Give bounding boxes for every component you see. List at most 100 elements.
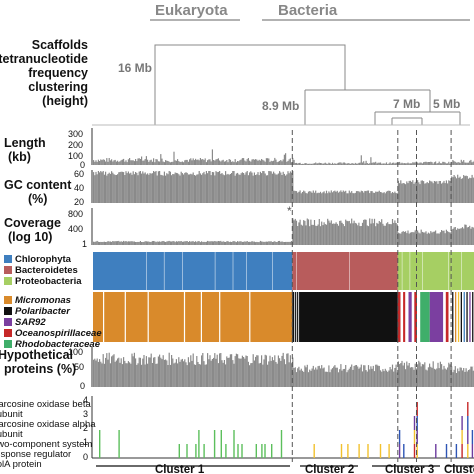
gene-bar [398, 444, 401, 458]
genus-gap [219, 292, 221, 342]
length-bar [322, 163, 324, 165]
length-bar [151, 161, 153, 165]
hypothetical-proteins-bar [471, 366, 473, 387]
gc-content-bar [358, 191, 360, 203]
hypothetical-proteins-bar [376, 364, 378, 387]
length-bar [367, 163, 370, 165]
coverage-bar [418, 232, 420, 245]
length-bar [353, 164, 355, 165]
length-bar [351, 163, 353, 165]
gc-content-bar [423, 181, 425, 203]
gc-content-bar [232, 171, 234, 203]
genus-segment [457, 292, 460, 342]
genus-segment [472, 292, 474, 342]
genus-stripe [93, 292, 474, 342]
hyp-tick-50: 50 [74, 362, 84, 372]
gc-content-bar [156, 175, 158, 203]
hypothetical-proteins-bar [339, 369, 341, 387]
coverage-bar [406, 233, 408, 245]
length-bar [235, 162, 237, 165]
coverage-bar [154, 241, 156, 245]
genus-gap [296, 292, 298, 342]
gene-bar [118, 430, 120, 458]
coverage-bar [407, 230, 409, 245]
hypothetical-proteins-bar [400, 363, 402, 387]
dendrogram [92, 44, 470, 126]
gene-bar [237, 444, 239, 458]
length-bar [331, 162, 334, 165]
gene-bar [467, 430, 469, 444]
length-bar [96, 161, 98, 165]
hypothetical-proteins-bar [403, 362, 405, 387]
hypothetical-proteins-bar [430, 366, 432, 387]
gc-content-bar [470, 178, 472, 203]
gc-content-bar [408, 180, 410, 203]
hypothetical-proteins-bar [229, 354, 231, 387]
gc-content-bar [268, 171, 270, 203]
hypothetical-proteins-bar [323, 367, 325, 387]
gc-content-bar [406, 181, 408, 203]
length-bar [136, 161, 138, 165]
gc-content-bar [169, 171, 171, 203]
hypothetical-proteins-bar [435, 369, 437, 387]
length-bar [138, 158, 140, 165]
length-bar [384, 163, 386, 165]
hypothetical-proteins-bar [252, 354, 254, 387]
gc-content-bar [444, 183, 446, 203]
coverage-bar [195, 241, 197, 245]
gc-content-bar [283, 173, 285, 203]
coverage-bar [312, 224, 314, 245]
hypothetical-proteins-bar [257, 355, 259, 387]
genus-gap [200, 292, 202, 342]
length-bar [439, 163, 441, 165]
gc-content-bar [221, 173, 223, 203]
hypothetical-proteins-bar [235, 353, 237, 387]
hypothetical-proteins-bar [145, 356, 147, 387]
gc-content-bar [138, 171, 140, 203]
gc-content-bar [381, 192, 383, 203]
coverage-bar [145, 241, 147, 245]
coverage-bar [202, 242, 204, 245]
hypothetical-proteins-bar [334, 365, 336, 387]
length-bar [210, 161, 212, 165]
gc-content-bar [339, 191, 341, 203]
coverage-bar [238, 241, 240, 245]
legend-chlorophyta: Chlorophyta [4, 254, 71, 265]
gc-content-bar [333, 191, 335, 203]
length-bar [257, 160, 259, 165]
length-bar [261, 159, 263, 165]
height-16mb: 16 Mb [118, 61, 152, 75]
coverage-bar [247, 241, 249, 245]
hypothetical-proteins-bar [119, 362, 121, 387]
length-bar [109, 160, 111, 165]
gc-content-bar [238, 174, 240, 203]
gc-content-bar [280, 172, 282, 203]
length-bar [107, 161, 109, 165]
coverage-bar [183, 241, 185, 245]
length-bar [418, 163, 420, 165]
length-bar [411, 163, 413, 165]
coverage-bar [351, 218, 353, 245]
gc-content-bar [233, 171, 235, 203]
hypothetical-proteins-bar [321, 365, 323, 387]
hypothetical-proteins-bar [204, 364, 206, 387]
coverage-bar [469, 225, 471, 245]
gc-content-bar [282, 171, 284, 203]
coverage-bar [367, 226, 370, 245]
oceanospirillaceae-swatch [4, 329, 12, 337]
hypothetical-proteins-bar [310, 370, 312, 387]
coverage-bar [465, 224, 467, 245]
gc-content-bar [222, 174, 224, 203]
hypothetical-proteins-bar [127, 361, 129, 387]
coverage-bar [313, 220, 316, 245]
length-bar [347, 163, 349, 165]
coverage-bar [174, 242, 176, 245]
gc-content-bar [375, 191, 377, 203]
coverage-bar [256, 241, 258, 245]
gc-content-bar [214, 175, 216, 203]
length-bar [229, 159, 231, 165]
hypothetical-proteins-bar [217, 363, 219, 387]
coverage-bar [283, 242, 285, 245]
length-bar [157, 161, 159, 165]
length-bar [244, 160, 246, 165]
